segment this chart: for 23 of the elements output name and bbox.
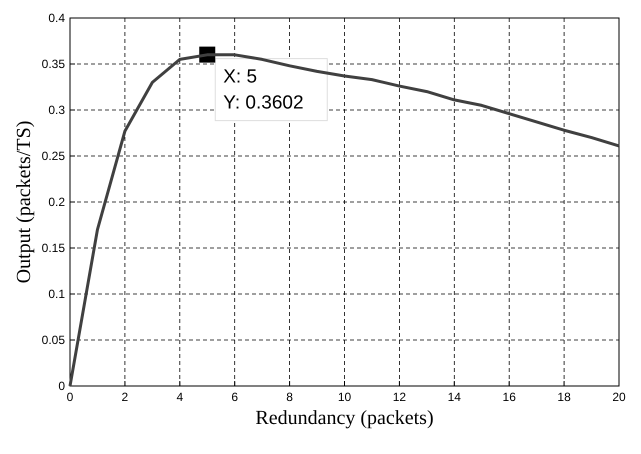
x-tick-label: 4 — [176, 390, 184, 404]
x-tick-label: 10 — [338, 390, 352, 404]
y-tick-label: 0.1 — [48, 287, 66, 301]
x-tick-label: 6 — [231, 390, 238, 404]
y-axis-title: Output (packets/TS) — [13, 120, 35, 284]
x-tick-label: 8 — [286, 390, 294, 404]
y-tick-label: 0.15 — [42, 241, 66, 255]
x-tick-label: 14 — [448, 390, 462, 404]
y-tick-label: 0.25 — [42, 149, 66, 163]
y-tick-label: 0.35 — [42, 57, 66, 71]
x-tick-label: 12 — [392, 390, 406, 404]
x-tick-label: 0 — [66, 390, 74, 404]
y-tick-label: 0 — [58, 379, 66, 393]
x-tick-label: 18 — [557, 390, 572, 404]
x-tick-label: 20 — [612, 390, 626, 404]
x-axis-title: Redundancy (packets) — [255, 407, 434, 429]
x-tick-label: 16 — [502, 390, 516, 404]
y-tick-label: 0.4 — [48, 11, 66, 25]
y-tick-label: 0.05 — [42, 333, 66, 347]
y-tick-label: 0.2 — [48, 195, 66, 209]
x-tick-label: 2 — [122, 390, 129, 404]
annotation: X: 5 Y: 0.3602 — [223, 66, 304, 114]
y-tick-label: 0.3 — [48, 103, 66, 117]
